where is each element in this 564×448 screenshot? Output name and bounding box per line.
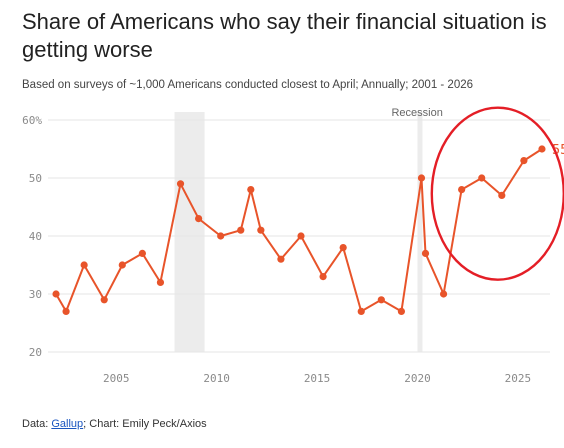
data-point: [156, 278, 165, 286]
data-point: [498, 191, 506, 199]
data-point: [176, 180, 185, 188]
data-point: [138, 249, 146, 257]
data-point: [118, 261, 126, 269]
data-point: [397, 307, 406, 315]
line-chart: 20 30 40 50 60% 2005 2010 2015 2020 2025 Recessi…: [22, 106, 564, 385]
y-tick-label: 20: [29, 346, 42, 359]
data-point: [217, 232, 225, 240]
data-point: [80, 261, 88, 269]
y-tick-label: 40: [29, 230, 42, 243]
y-axis-ticks: 20 30 40 50 60%: [22, 114, 42, 359]
data-point: [277, 255, 285, 263]
data-point: [195, 215, 203, 223]
data-point: [520, 157, 528, 165]
x-tick-label: 2015: [304, 372, 331, 385]
y-tick-label: 60%: [22, 114, 42, 127]
recession-label: Recession: [391, 107, 442, 119]
series-line: [55, 148, 543, 313]
data-point: [319, 273, 327, 281]
x-tick-label: 2020: [404, 372, 431, 385]
data-point: [421, 249, 430, 257]
data-point: [357, 307, 365, 315]
recession-bands: [174, 112, 423, 352]
data-points: [52, 145, 546, 315]
data-point: [237, 226, 245, 234]
source-footer: Data: Gallup; Chart: Emily Peck/Axios: [22, 418, 207, 430]
end-value-label: 55%: [552, 142, 564, 158]
gallup-link[interactable]: Gallup: [51, 418, 84, 430]
chart-title: Share of Americans who say their financi…: [22, 9, 547, 62]
data-point: [478, 174, 486, 182]
data-prefix: Data:: [22, 418, 52, 430]
data-point: [439, 290, 448, 298]
data-point: [62, 307, 70, 315]
data-point: [458, 186, 466, 194]
data-point: [247, 186, 255, 194]
chart-credit: ; Chart: Emily Peck/Axios: [83, 418, 207, 430]
y-tick-label: 50: [29, 172, 42, 185]
x-axis-ticks: 2005 2010 2015 2020 2025: [103, 372, 531, 385]
data-point: [417, 174, 426, 182]
x-tick-label: 2010: [203, 372, 230, 385]
data-point: [52, 290, 60, 298]
recession-band: [174, 112, 205, 352]
data-point: [100, 296, 108, 304]
recession-band: [417, 112, 423, 352]
data-point: [377, 296, 385, 304]
data-point: [257, 226, 265, 234]
chart-subtitle: Based on surveys of ~1,000 Americans con…: [22, 79, 474, 91]
data-point: [538, 145, 546, 153]
y-tick-label: 30: [29, 288, 42, 301]
x-tick-label: 2025: [505, 372, 532, 385]
x-tick-label: 2005: [103, 372, 130, 385]
data-point: [339, 244, 347, 252]
annotation-circle: [430, 106, 564, 281]
data-point: [297, 232, 305, 240]
